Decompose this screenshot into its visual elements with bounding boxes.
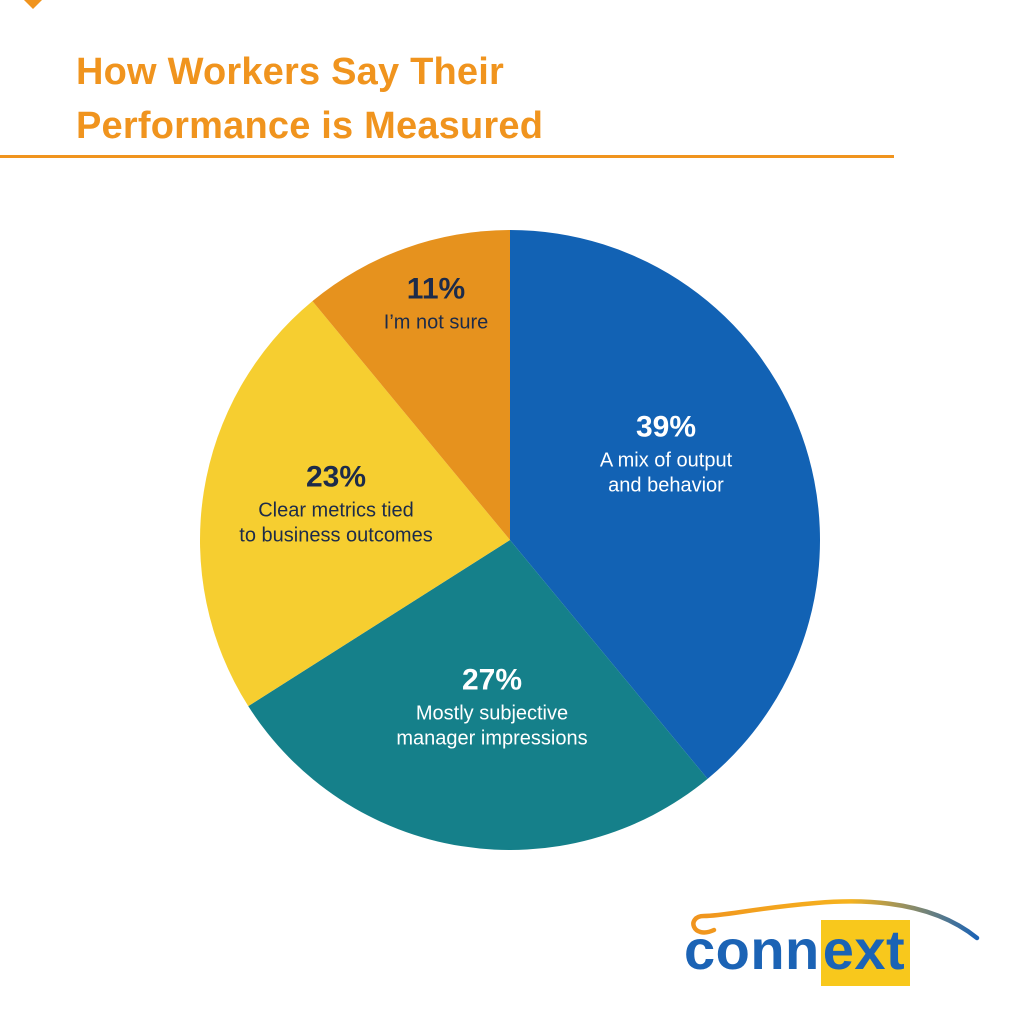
pie-slice-clear-metrics-business-outcomes <box>200 301 510 707</box>
corner-accent-triangle <box>24 0 42 9</box>
logo-text-conn: conn <box>684 918 820 981</box>
logo-text-ext-highlight: ext <box>820 920 911 986</box>
pie-chart-svg <box>200 230 820 850</box>
pie-slice-not-sure <box>312 230 510 540</box>
title-underline <box>0 155 894 158</box>
logo-wordmark: connext <box>684 918 911 986</box>
page-title: How Workers Say Their Performance is Mea… <box>76 51 544 147</box>
connext-logo: connext <box>684 890 984 986</box>
pie-slice-subjective-manager-impressions <box>248 540 708 850</box>
pie-chart: 39% A mix of output and behavior 27% Mos… <box>200 230 820 850</box>
logo-swoosh-icon <box>691 899 980 941</box>
pie-slice-mix-output-behavior <box>510 230 820 779</box>
